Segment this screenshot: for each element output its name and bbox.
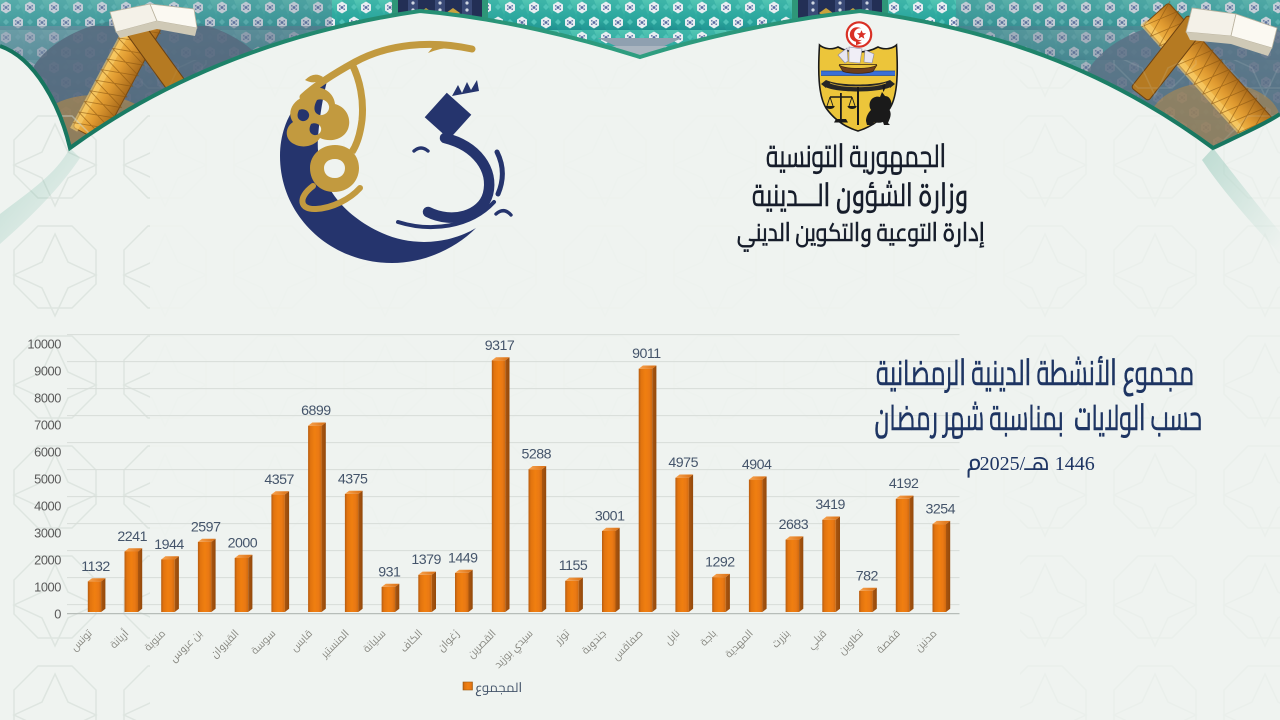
svg-text:1446: 1446 bbox=[1055, 453, 1095, 475]
svg-text:4000: 4000 bbox=[34, 498, 61, 513]
svg-text:5288: 5288 bbox=[522, 447, 552, 463]
svg-text:1449: 1449 bbox=[448, 550, 478, 566]
svg-text:9317: 9317 bbox=[485, 338, 515, 354]
svg-text:1000: 1000 bbox=[34, 579, 61, 594]
svg-text:5000: 5000 bbox=[34, 471, 61, 486]
svg-text:1379: 1379 bbox=[411, 552, 441, 568]
svg-text:3254: 3254 bbox=[926, 502, 956, 518]
svg-text:2025/: 2025/ bbox=[980, 453, 1026, 475]
svg-text:782: 782 bbox=[856, 568, 879, 584]
svg-text:4375: 4375 bbox=[338, 471, 368, 487]
svg-text:8000: 8000 bbox=[34, 390, 61, 405]
svg-text:4192: 4192 bbox=[889, 476, 919, 492]
svg-text:6000: 6000 bbox=[34, 444, 61, 459]
svg-text:9000: 9000 bbox=[34, 363, 61, 378]
svg-text:931: 931 bbox=[378, 564, 401, 580]
svg-text:4904: 4904 bbox=[742, 457, 772, 473]
svg-text:3419: 3419 bbox=[815, 497, 845, 513]
svg-text:7000: 7000 bbox=[34, 417, 61, 432]
svg-text:2241: 2241 bbox=[117, 529, 147, 545]
svg-text:1292: 1292 bbox=[705, 555, 735, 571]
svg-text:1944: 1944 bbox=[154, 537, 184, 553]
svg-text:4357: 4357 bbox=[264, 472, 294, 488]
svg-text:2000: 2000 bbox=[34, 552, 61, 567]
svg-text:4975: 4975 bbox=[668, 455, 698, 471]
svg-text:3000: 3000 bbox=[34, 525, 61, 540]
svg-text:2683: 2683 bbox=[779, 517, 809, 533]
svg-text:0: 0 bbox=[54, 606, 61, 621]
svg-text:1132: 1132 bbox=[81, 559, 110, 575]
svg-text:3001: 3001 bbox=[595, 508, 625, 524]
svg-text:9011: 9011 bbox=[632, 346, 661, 362]
svg-text:6899: 6899 bbox=[301, 403, 331, 419]
svg-text:2597: 2597 bbox=[191, 519, 221, 535]
svg-text:1155: 1155 bbox=[559, 558, 588, 574]
svg-text:2000: 2000 bbox=[228, 535, 258, 551]
svg-text:10000: 10000 bbox=[27, 336, 61, 351]
